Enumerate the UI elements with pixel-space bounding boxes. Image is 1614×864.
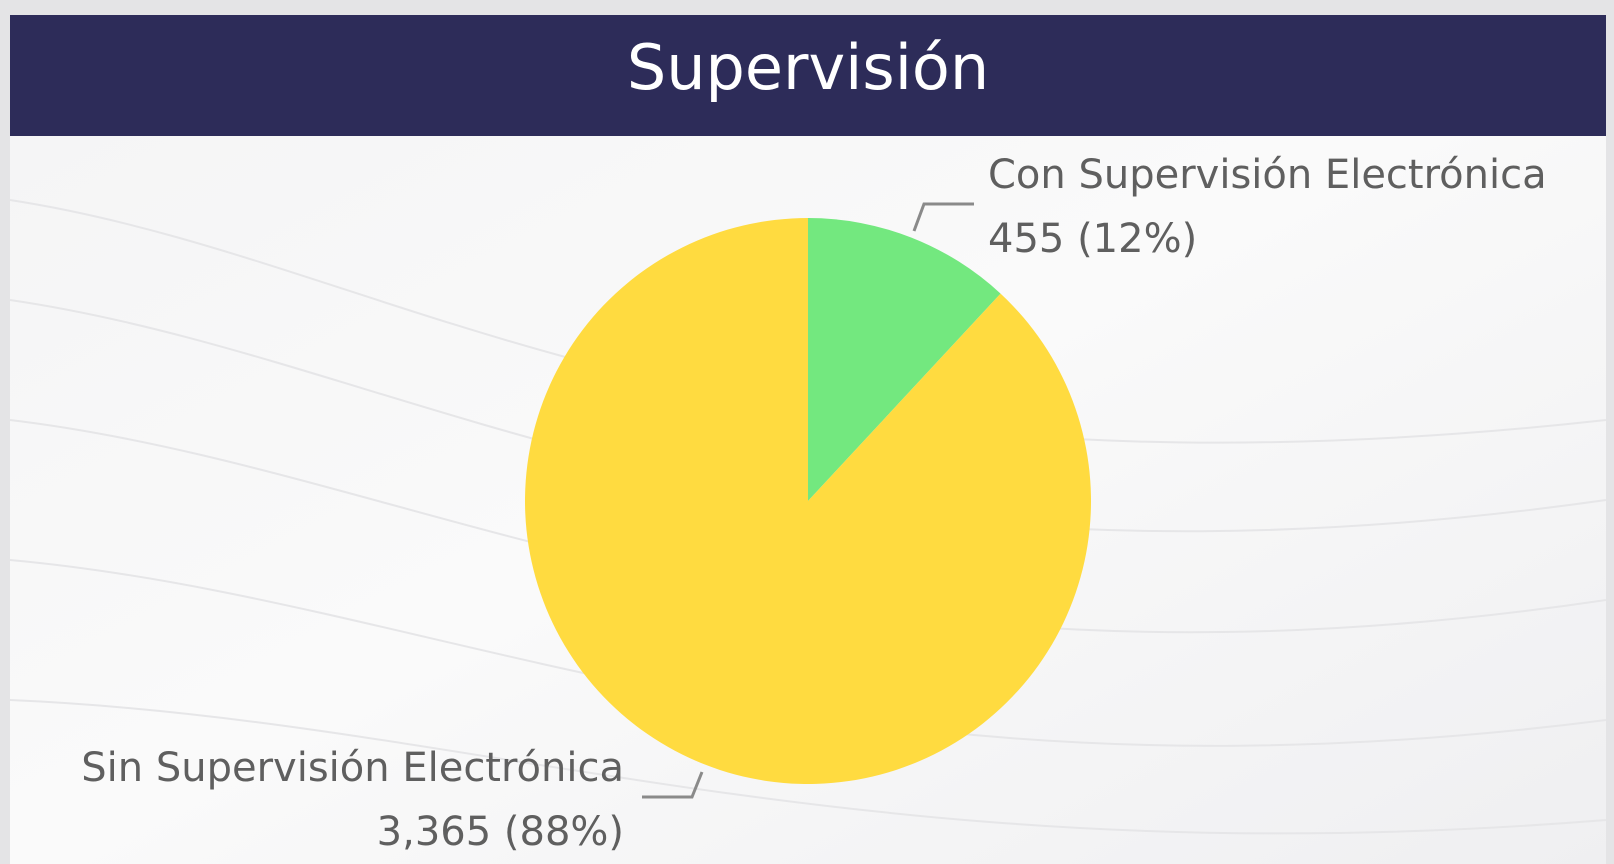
value-label: 455 (12%) [988,216,1197,262]
header [10,15,1606,136]
pie-slice [524,218,1091,784]
value-label: 3,365 (88%) [377,809,624,855]
slice-label: Con Supervisión Electrónica [988,152,1547,198]
chart-title: Supervisión [627,31,989,104]
pie [524,218,1091,784]
leader-line [642,771,704,799]
pie-slice [808,218,1001,501]
slice-label: Sin Supervisión Electrónica [81,745,624,791]
leader-line [912,202,974,232]
